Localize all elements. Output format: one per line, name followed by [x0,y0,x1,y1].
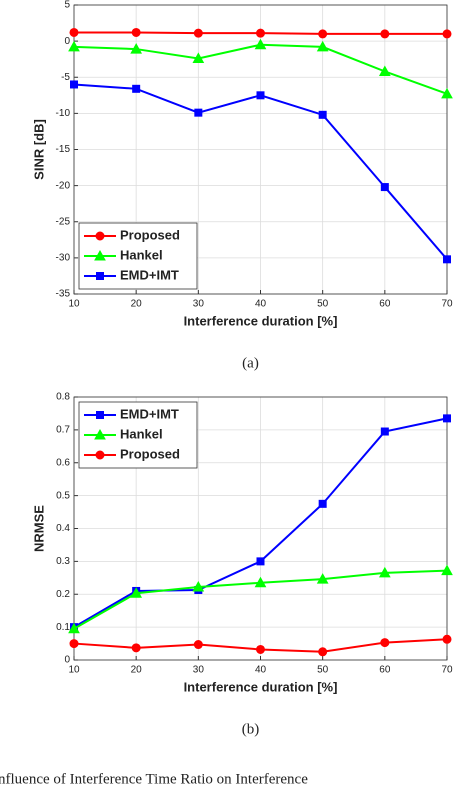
y-tick-label: 5 [64,0,70,11]
y-axis-label: SINR [dB] [31,119,46,180]
legend-marker [96,411,104,419]
x-tick-label: 40 [255,299,267,310]
marker [443,255,451,264]
marker [193,28,203,38]
marker [192,580,205,592]
marker [254,576,267,588]
x-axis-label: Interference duration [%] [184,679,338,694]
x-tick-label: 20 [131,665,143,676]
marker [318,647,328,657]
y-tick-label: -5 [61,72,70,83]
x-tick-label: 60 [379,665,391,676]
marker [256,557,265,566]
x-tick-label: 70 [441,665,453,676]
marker [256,91,265,100]
marker [192,52,205,63]
y-tick-label: 0.1 [56,622,70,633]
y-tick-label: 0 [64,655,70,666]
plot-frame [73,4,448,295]
plot-frame [73,396,448,661]
marker [131,27,141,37]
legend-label: EMD+IMT [120,267,179,282]
marker [442,29,452,39]
y-tick-label: 0.8 [56,392,70,403]
legend-marker [96,272,104,280]
x-tick-label: 20 [131,299,143,310]
marker [316,40,329,52]
marker [194,108,203,117]
x-tick-label: 10 [68,299,80,310]
x-tick-label: 30 [193,665,205,676]
legend-label: EMD+IMT [120,406,179,421]
y-tick-label: -20 [56,180,71,191]
marker [68,622,80,634]
y-tick-label: -25 [56,216,71,227]
marker [316,573,329,584]
marker [378,65,391,76]
y-tick-label: -10 [56,108,71,119]
x-tick-label: 10 [68,665,80,676]
y-tick-label: 0.6 [56,457,70,468]
marker [69,27,79,37]
marker [441,87,453,99]
x-axis-label: Interference duration [%] [184,313,338,328]
marker [318,499,327,508]
marker [380,638,390,648]
x-tick-label: 50 [317,665,329,676]
marker [380,29,390,39]
legend-label: Hankel [120,247,163,262]
marker [318,110,327,119]
legend-label: Proposed [120,446,180,461]
caption: (a) [242,355,259,371]
marker [130,43,143,54]
caption: (b) [242,721,260,737]
marker [380,183,389,192]
y-tick-label: -15 [56,144,71,155]
marker [131,643,141,653]
marker [69,639,79,649]
y-axis-label: NRMSE [31,505,46,552]
marker [70,80,78,89]
marker [254,38,267,50]
y-tick-label: 0.5 [56,490,70,501]
y-tick-label: 0.7 [56,425,70,436]
marker [256,28,265,38]
marker [130,587,143,598]
marker [441,564,453,576]
marker [132,84,141,93]
x-tick-label: 30 [193,299,205,310]
legend-label: Hankel [120,426,163,441]
marker [193,640,203,650]
x-tick-label: 60 [379,299,391,310]
marker [380,427,389,436]
y-tick-label: 0.2 [56,589,70,600]
legend-marker [94,428,106,440]
y-tick-label: -30 [56,253,71,264]
x-tick-label: 50 [317,299,329,310]
marker [443,414,451,423]
legend-label: Proposed [120,227,180,242]
x-tick-label: 40 [255,665,267,676]
x-tick-label: 70 [441,299,453,310]
figure-caption: nfluence of Interference Time Ratio on I… [0,771,308,786]
y-tick-label: -35 [56,289,71,300]
y-tick-label: 0 [64,36,70,47]
legend-marker [95,231,105,241]
marker [442,634,452,644]
marker [68,40,80,52]
legend-marker [94,249,106,261]
marker [378,566,391,578]
marker [318,29,328,39]
legend-marker [95,450,105,460]
y-tick-label: 0.4 [56,523,70,534]
marker [256,644,265,654]
y-tick-label: 0.3 [56,556,70,567]
